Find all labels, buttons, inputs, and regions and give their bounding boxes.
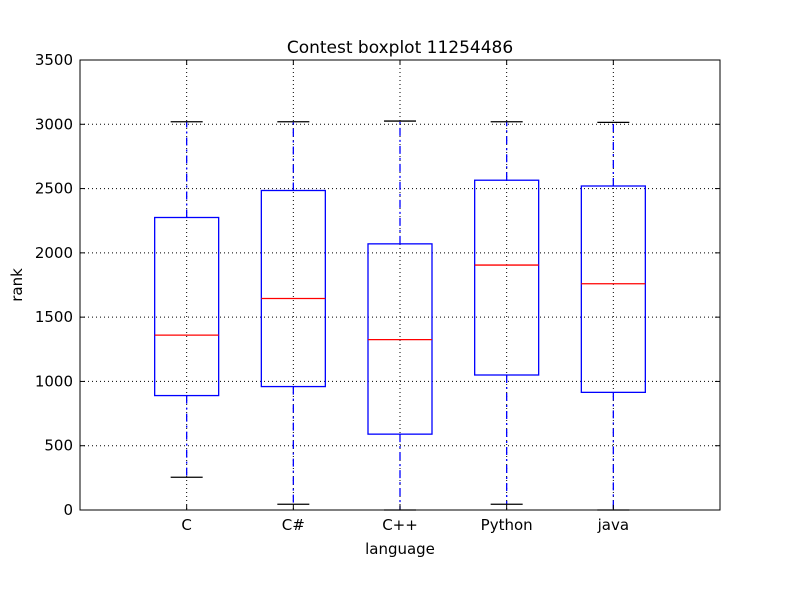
boxes-group	[154, 120, 646, 511]
y-tick-label: 500	[44, 437, 73, 455]
box-c-	[260, 121, 326, 505]
iqr-box	[474, 179, 540, 376]
x-tick-label: C++	[382, 516, 418, 534]
y-axis-label: rank	[8, 268, 26, 302]
x-axis-ticks: C C# C++ Python java	[181, 60, 629, 534]
x-tick-label: Python	[481, 516, 533, 534]
box-python	[474, 121, 540, 505]
iqr-box	[260, 189, 326, 388]
y-tick-label: 2500	[35, 180, 73, 198]
y-tick-label: 3000	[35, 115, 73, 133]
x-axis-label: language	[365, 540, 435, 558]
y-tick-label: 1000	[35, 372, 73, 390]
y-tick-label: 2000	[35, 244, 73, 262]
y-tick-label: 1500	[35, 308, 73, 326]
chart-title: Contest boxplot 11254486	[287, 38, 513, 58]
x-tick-label: C#	[282, 516, 305, 534]
y-tick-label: 0	[63, 501, 73, 519]
y-tick-label: 3500	[35, 51, 73, 69]
x-tick-label: java	[597, 516, 629, 534]
box-c	[154, 121, 220, 478]
x-tick-label: C	[181, 516, 191, 534]
iqr-box	[580, 185, 646, 394]
y-axis-ticks: 0 500 1000 1500 2000 2500 3000 3500	[35, 51, 720, 519]
iqr-box	[154, 216, 220, 397]
